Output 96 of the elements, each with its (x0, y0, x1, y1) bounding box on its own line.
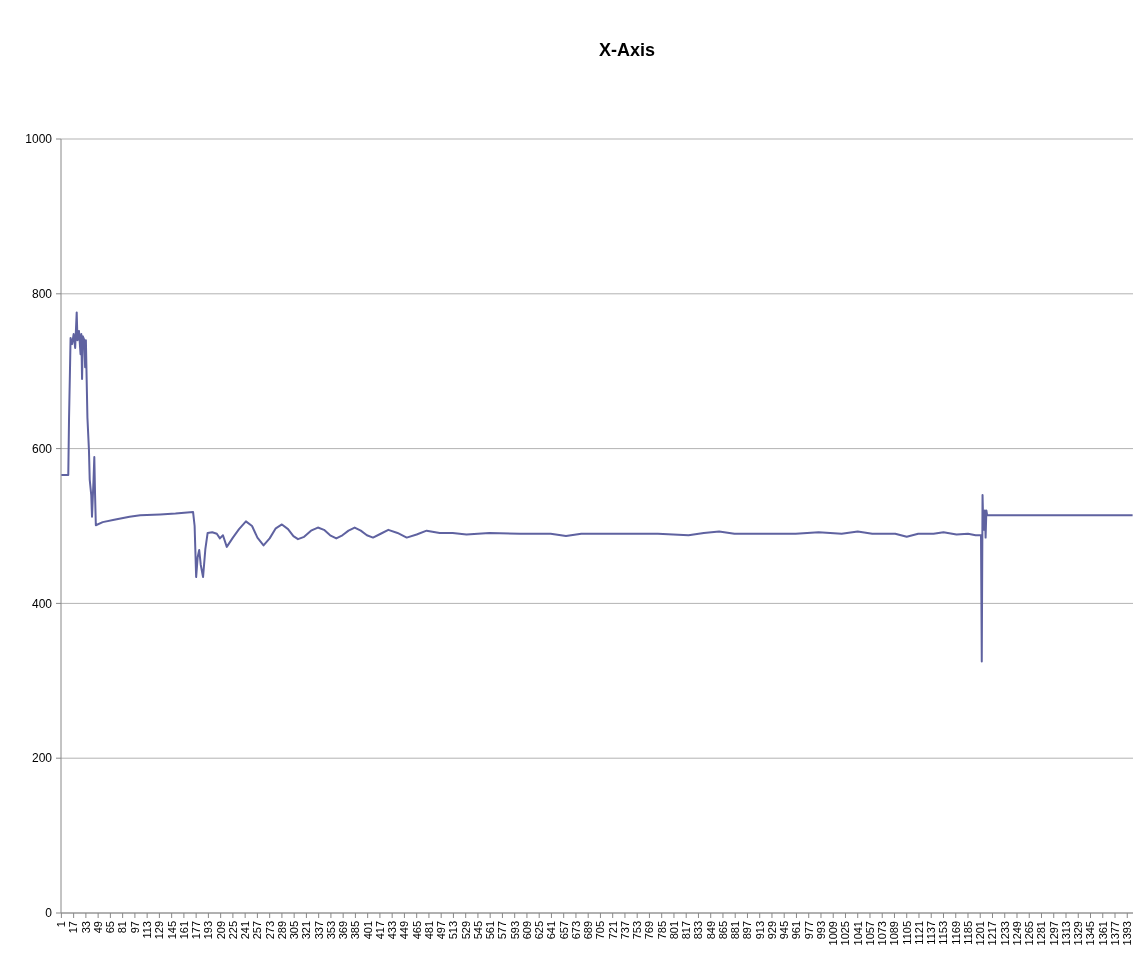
x-tick-label: 849 (704, 921, 717, 940)
x-tick-label: 369 (337, 921, 350, 940)
y-tick-label: 600 (31, 441, 53, 456)
x-tick-label: 673 (569, 921, 582, 940)
x-tick-label: 257 (251, 921, 264, 940)
x-tick-label: 689 (582, 921, 595, 940)
x-tick-label: 97 (128, 921, 141, 934)
x-tick-label: 977 (802, 921, 815, 940)
x-tick-label: 1057 (863, 921, 876, 946)
x-tick-label: 385 (349, 921, 362, 940)
chart-title: X-Axis (598, 40, 656, 60)
x-tick-label: 1313 (1059, 921, 1072, 946)
x-tick-label: 401 (361, 921, 374, 940)
x-tick-label: 881 (729, 921, 742, 940)
x-tick-label: 1249 (1010, 921, 1023, 946)
x-tick-label: 721 (606, 921, 619, 940)
x-tick-label: 241 (239, 921, 251, 940)
x-tick-label: 449 (398, 921, 411, 940)
x-tick-label: 17 (67, 921, 80, 934)
x-tick-label: 1361 (1096, 921, 1109, 946)
x-tick-label: 545 (471, 921, 484, 940)
x-tick-label: 705 (594, 921, 607, 940)
x-tick-label: 1281 (1035, 921, 1048, 946)
x-tick-label: 1377 (1108, 921, 1121, 946)
x-tick-label: 993 (814, 921, 827, 940)
x-tick-label: 1185 (961, 921, 974, 945)
x-tick-label: 1073 (876, 921, 889, 946)
x-tick-label: 561 (484, 921, 497, 940)
x-tick-label: 657 (557, 921, 570, 940)
x-tick-label: 33 (79, 921, 92, 934)
x-tick-label: 961 (790, 921, 803, 940)
x-tick-label: 1009 (827, 921, 840, 946)
x-tick-label: 65 (104, 921, 117, 934)
x-tick-label: 833 (692, 921, 705, 940)
x-tick-label: 481 (422, 921, 435, 940)
x-tick-label: 1345 (1084, 921, 1097, 946)
x-tick-label: 113 (140, 921, 153, 939)
y-tick-label: 0 (45, 906, 53, 921)
x-tick-label: 1297 (1047, 921, 1060, 946)
x-tick-label: 785 (655, 921, 668, 940)
x-tick-label: 145 (165, 921, 178, 940)
x-tick-label: 529 (459, 921, 472, 940)
line-series (60, 311, 1134, 663)
x-tick-label: 129 (153, 921, 166, 940)
y-tick-label: 800 (31, 287, 53, 301)
y-tick-label: 400 (31, 596, 53, 611)
x-tick-label: 865 (716, 921, 729, 940)
x-tick-label: 1025 (839, 921, 852, 946)
x-tick-label: 913 (753, 921, 766, 940)
x-tick-label: 1089 (888, 921, 901, 946)
y-tick-label: 200 (31, 751, 53, 766)
x-tick-label: 497 (435, 921, 448, 940)
x-tick-label: 817 (680, 921, 693, 940)
x-tick-label: 513 (447, 921, 460, 940)
x-tick-label: 1201 (974, 921, 987, 946)
x-tick-label: 1169 (949, 921, 962, 945)
x-tick-label: 273 (263, 921, 276, 940)
x-tick-label: 1233 (998, 921, 1011, 946)
y-tick-label: 1000 (25, 132, 53, 147)
x-tick-label: 737 (618, 921, 631, 940)
x-tick-label: 1 (55, 921, 68, 928)
x-tick-label: 577 (496, 921, 509, 940)
x-tick-label: 1329 (1072, 921, 1085, 946)
x-tick-label: 609 (520, 921, 533, 940)
x-tick-label: 305 (288, 921, 301, 940)
x-tick-label: 81 (116, 921, 129, 934)
x-tick-label: 1217 (986, 921, 999, 946)
x-tick-label: 1265 (1023, 921, 1036, 946)
x-tick-label: 769 (643, 921, 656, 940)
x-tick-label: 593 (508, 921, 521, 940)
x-tick-label: 1121 (912, 921, 925, 945)
x-tick-label: 897 (741, 921, 754, 940)
x-tick-label: 641 (545, 921, 558, 940)
x-tick-label: 801 (667, 921, 680, 940)
x-tick-label: 929 (765, 921, 778, 940)
x-tick-label: 177 (190, 921, 202, 940)
x-tick-label: 417 (373, 921, 386, 940)
x-tick-label: 161 (177, 921, 190, 940)
x-tick-label: 1137 (925, 921, 938, 945)
x-tick-label: 321 (300, 921, 313, 940)
x-tick-label: 353 (324, 921, 337, 940)
x-tick-label: 289 (275, 921, 288, 940)
x-tick-label: 49 (91, 921, 104, 934)
x-tick-label: 1393 (1121, 921, 1134, 946)
x-tick-label: 625 (533, 921, 546, 940)
x-tick-label: 193 (202, 921, 215, 940)
x-tick-label: 433 (386, 921, 399, 940)
x-tick-label: 753 (631, 921, 644, 940)
x-tick-label: 465 (410, 921, 423, 940)
x-tick-label: 945 (778, 921, 791, 940)
x-tick-label: 1153 (937, 921, 950, 945)
x-tick-label: 337 (312, 921, 325, 940)
x-tick-label: 1041 (851, 921, 864, 946)
x-tick-label: 1105 (900, 921, 913, 945)
x-tick-label: 225 (226, 921, 239, 940)
x-tick-label: 209 (214, 921, 227, 940)
